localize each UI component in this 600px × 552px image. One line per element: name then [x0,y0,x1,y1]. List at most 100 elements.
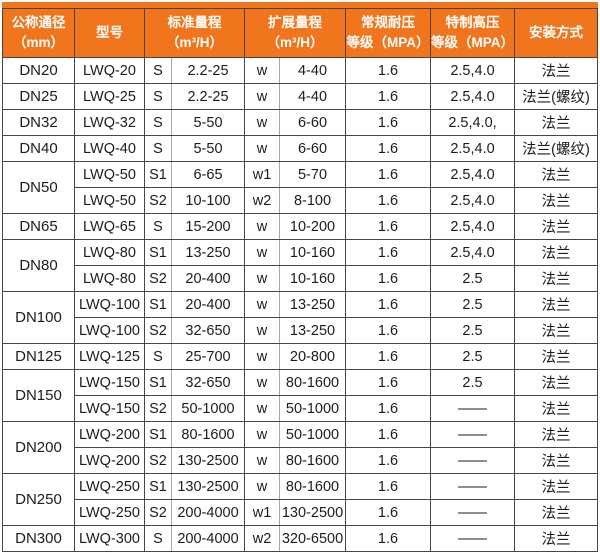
cell-regular-pressure: 1.6 [345,265,431,292]
cell-standard-range: 5-50 [171,135,245,162]
cell-installation: 法兰 [514,525,598,552]
col-header-model: 型号 [74,8,145,58]
cell-standard-range: 200-4000 [171,499,245,526]
table-row: DN250 LWQ-250 S1 130-2500 w 80-1600 1.6 —— 法兰 [2,473,598,526]
cell-model: LWQ-150 [74,395,145,422]
cell-special-pressure: 2.5,4.0 [430,83,515,110]
header-line: 常规耐压 [361,15,415,31]
col-header-installation: 安装方式 [514,8,598,58]
header-line: 等级（MPA） [346,35,430,50]
col-header-extended-range: 扩展量程 （m³/H） [244,8,346,58]
cell-regular-pressure: 1.6 [345,187,431,214]
cell-installation: 法兰 [514,395,598,422]
cell-nominal-diameter: DN40 [2,135,75,162]
cell-nominal-diameter: DN200 [2,421,75,474]
cell-model: LWQ-50 [74,161,145,188]
cell-model: LWQ-150 [74,369,145,396]
cell-regular-pressure: 1.6 [345,473,431,500]
cell-extended-range: 80-1600 [279,447,346,474]
cell-extended-range: 80-1600 [279,473,346,500]
cell-standard-code: S [144,109,172,136]
cell-extended-code: w [244,291,280,318]
cell-extended-range: 13-250 [279,291,346,318]
cell-installation: 法兰 [514,317,598,344]
cell-extended-range: 4-40 [279,83,346,110]
cell-standard-range: 20-400 [171,291,245,318]
cell-standard-range: 10-100 [171,187,245,214]
cell-extended-code: w [244,343,280,370]
cell-installation: 法兰 [514,343,598,370]
cell-special-pressure: 2.5,4.0 [430,187,515,214]
cell-standard-code: S1 [144,291,172,318]
table-row: DN80 LWQ-80 S1 13-250 w 10-160 1.6 2.5,4.0 法兰 [2,239,598,292]
cell-model: LWQ-80 [74,239,145,266]
cell-standard-code: S2 [144,265,172,292]
cell-special-pressure: 2.5 [430,369,515,396]
cell-nominal-diameter: DN25 [2,83,75,110]
table-row: DN20 LWQ-20 S 2.2-25 w 4-40 1.6 2.5,4.0 法兰 [2,57,598,84]
cell-nominal-diameter: DN250 [2,473,75,526]
cell-extended-code: w2 [244,525,280,552]
cell-standard-range: 130-2500 [171,473,245,500]
cell-nominal-diameter: DN125 [2,343,75,370]
header-line: （m³/H） [266,35,324,50]
cell-standard-range: 25-700 [171,343,245,370]
cell-special-pressure: 2.5,4.0 [430,135,515,162]
cell-extended-range: 10-160 [279,265,346,292]
cell-regular-pressure: 1.6 [345,291,431,318]
cell-standard-code: S2 [144,447,172,474]
cell-standard-range: 2.2-25 [171,57,245,84]
cell-special-pressure: —— [430,473,515,500]
table-row: DN200 LWQ-200 S1 80-1600 w 50-1000 1.6 —— 法兰 [2,421,598,474]
header-line: 标准量程 [167,15,222,31]
cell-extended-code: w [244,395,280,422]
cell-installation: 法兰 [514,161,598,188]
cell-standard-range: 2.2-25 [171,83,245,110]
table-row: LWQ-50 S2 10-100 w2 8-100 1.6 2.5,4.0 法兰 [3,187,598,214]
cell-standard-code: S1 [144,473,172,500]
cell-nominal-diameter: DN50 [2,161,75,214]
cell-special-pressure: 2.5 [430,317,515,344]
cell-model: LWQ-200 [74,447,145,474]
cell-regular-pressure: 1.6 [345,161,431,188]
cell-regular-pressure: 1.6 [345,213,431,240]
cell-standard-range: 32-650 [171,369,245,396]
table-row: LWQ-80 S2 20-400 w 10-160 1.6 2.5 法兰 [3,265,598,292]
cell-standard-code: S2 [144,499,172,526]
cell-model: LWQ-80 [74,265,145,292]
table-row: DN25 LWQ-25 S 2.2-25 w 4-40 1.6 2.5,4.0 法兰(螺纹) [2,83,598,110]
cell-model: LWQ-200 [74,421,145,448]
cell-special-pressure: —— [430,395,515,422]
cell-nominal-diameter: DN300 [2,525,75,552]
cell-extended-code: w [244,447,280,474]
cell-standard-code: S1 [144,369,172,396]
table-row: DN32 LWQ-32 S 5-50 w 6-60 1.6 2.5,4.0, 法兰 [2,109,598,136]
cell-standard-code: S2 [144,187,172,214]
table-row: DN40 LWQ-40 S 5-50 w 6-60 1.6 2.5,4.0 法兰(螺纹) [2,135,598,162]
cell-standard-code: S1 [144,161,172,188]
cell-standard-range: 15-200 [171,213,245,240]
header-line: 公称通径 [11,15,66,31]
cell-extended-code: w [244,265,280,292]
header-line: （mm） [12,35,64,50]
cell-special-pressure: 2.5 [430,291,515,318]
cell-standard-range: 200-4000 [171,525,245,552]
cell-model: LWQ-300 [74,525,145,552]
cell-model: LWQ-50 [74,187,145,214]
cell-extended-code: w [244,421,280,448]
col-header-standard-range: 标准量程 （m³/H） [144,8,245,58]
cell-regular-pressure: 1.6 [345,239,431,266]
cell-nominal-diameter: DN65 [2,213,75,240]
cell-standard-range: 20-400 [171,265,245,292]
cell-regular-pressure: 1.6 [345,447,431,474]
table-row: LWQ-250 S2 200-4000 w1 130-2500 1.6 —— 法兰 [3,499,598,526]
cell-installation: 法兰(螺纹) [514,135,598,162]
cell-nominal-diameter: DN80 [2,239,75,292]
cell-installation: 法兰 [514,369,598,396]
cell-installation: 法兰 [514,239,598,266]
cell-standard-code: S [144,135,172,162]
cell-extended-range: 6-60 [279,135,346,162]
cell-model: LWQ-100 [74,291,145,318]
cell-extended-range: 6-60 [279,109,346,136]
